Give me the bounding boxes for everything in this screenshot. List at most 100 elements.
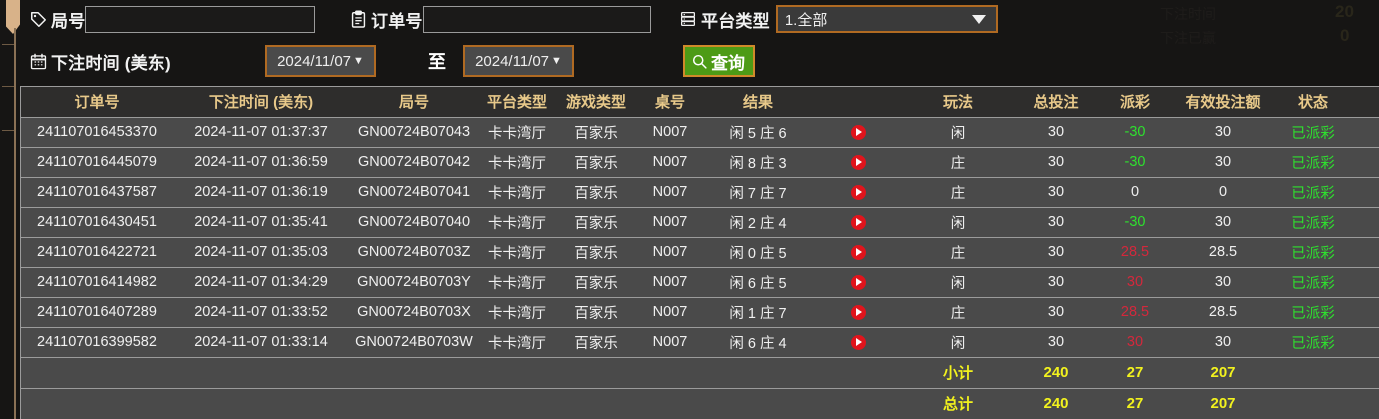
col-payout[interactable]: 派彩	[1099, 87, 1171, 118]
calendar-icon	[28, 51, 48, 71]
platform-type-select[interactable]: 1.全部	[775, 5, 998, 33]
col-order-no[interactable]: 订单号	[21, 87, 173, 118]
filter-order-no: 订单号	[348, 5, 651, 33]
table-row[interactable]: 241107016445079 2024-11-07 01:36:59 GN0072…	[21, 147, 1379, 178]
col-platform-type[interactable]: 平台类型	[479, 87, 555, 118]
summary-payout: 27	[1099, 357, 1171, 389]
table-row[interactable]: 241107016453370 2024-11-07 01:37:37 GN0072…	[21, 117, 1379, 148]
filter-platform-type: 平台类型 1.全部	[678, 5, 998, 33]
status-cell: 已派彩	[1275, 327, 1351, 358]
col-result[interactable]: 结果	[703, 87, 813, 118]
valid-bet-cell: 28.5	[1171, 297, 1275, 328]
replay-cell[interactable]	[813, 267, 903, 298]
search-button[interactable]: 查询	[683, 45, 755, 77]
status-cell: 已派彩	[1275, 207, 1351, 238]
table-row[interactable]: 241107016414982 2024-11-07 01:34:29 GN0072…	[21, 267, 1379, 298]
total-bet-cell: 30	[1013, 267, 1099, 298]
summary-blank-cell	[349, 388, 479, 419]
table-row[interactable]: 241107016422721 2024-11-07 01:35:03 GN0072…	[21, 237, 1379, 268]
play-icon[interactable]	[850, 154, 866, 170]
table-no-cell: N007	[637, 147, 703, 178]
replay-cell[interactable]	[813, 207, 903, 238]
table-row[interactable]: 241107016430451 2024-11-07 01:35:41 GN0072…	[21, 207, 1379, 238]
summary-blank-cell	[703, 357, 813, 389]
valid-bet-cell: 28.5	[1171, 237, 1275, 268]
col-bet-time[interactable]: 下注时间 (美东)	[173, 87, 349, 118]
game-cell: -	[1351, 117, 1379, 148]
summary-valid-bet: 207	[1171, 388, 1275, 419]
bet-time-to-picker[interactable]: 2024/11/07 ▼	[463, 45, 574, 77]
order-no-cell: 241107016414982	[21, 267, 173, 298]
bet-time-cell: 2024-11-07 01:35:41	[173, 207, 349, 238]
replay-cell[interactable]	[813, 147, 903, 178]
bet-time-cell: 2024-11-07 01:34:29	[173, 267, 349, 298]
valid-bet-cell: 30	[1171, 267, 1275, 298]
replay-cell[interactable]	[813, 327, 903, 358]
col-total-bet[interactable]: 总投注	[1013, 87, 1099, 118]
game-cell: -	[1351, 327, 1379, 358]
order-no-cell: 241107016422721	[21, 237, 173, 268]
col-game[interactable]: 游戏	[1351, 87, 1379, 118]
summary-blank-cell	[173, 357, 349, 389]
replay-cell[interactable]	[813, 237, 903, 268]
payout-cell: -30	[1099, 147, 1171, 178]
orders-table-head: 订单号 下注时间 (美东) 局号 平台类型 游戏类型 桌号 结果 玩法 总投注 …	[21, 87, 1379, 118]
table-row[interactable]: 241107016399582 2024-11-07 01:33:14 GN0072…	[21, 327, 1379, 358]
filter-order-no-label: 订单号	[371, 11, 423, 31]
replay-cell[interactable]	[813, 177, 903, 208]
valid-bet-cell: 30	[1171, 117, 1275, 148]
summary-blank-cell	[1275, 357, 1351, 389]
col-table-no[interactable]: 桌号	[637, 87, 703, 118]
result-cell: 闲 8 庄 3	[703, 147, 813, 178]
filter-round-no: 局号	[28, 5, 316, 33]
platform-type-cell: 卡卡湾厅	[479, 327, 555, 358]
summary-blank-cell	[349, 357, 479, 389]
col-round-no[interactable]: 局号	[349, 87, 479, 118]
bet-time-from-value: 2024/11/07	[277, 52, 352, 70]
game-cell: -	[1351, 237, 1379, 268]
summary-payout: 27	[1099, 388, 1171, 419]
replay-cell[interactable]	[813, 297, 903, 328]
orders-table-container: 订单号 下注时间 (美东) 局号 平台类型 游戏类型 桌号 结果 玩法 总投注 …	[20, 86, 1379, 419]
total-bet-cell: 30	[1013, 147, 1099, 178]
sidebar-divider	[2, 44, 14, 45]
summary-blank-cell	[1351, 388, 1379, 419]
game-type-cell: 百家乐	[555, 207, 637, 238]
play-icon[interactable]	[850, 334, 866, 350]
game-type-cell: 百家乐	[555, 147, 637, 178]
col-game-type[interactable]: 游戏类型	[555, 87, 637, 118]
col-play-way[interactable]: 玩法	[903, 87, 1013, 118]
round-no-cell: GN00724B07041	[349, 177, 479, 208]
table-header-row: 订单号 下注时间 (美东) 局号 平台类型 游戏类型 桌号 结果 玩法 总投注 …	[21, 87, 1379, 118]
orders-table-body: 241107016453370 2024-11-07 01:37:37 GN0072…	[21, 117, 1379, 419]
table-row[interactable]: 241107016407289 2024-11-07 01:33:52 GN0072…	[21, 297, 1379, 328]
result-cell: 闲 6 庄 5	[703, 267, 813, 298]
game-type-cell: 百家乐	[555, 297, 637, 328]
replay-cell[interactable]	[813, 117, 903, 148]
col-status[interactable]: 状态	[1275, 87, 1351, 118]
game-cell: -	[1351, 297, 1379, 328]
round-no-cell: GN00724B07042	[349, 147, 479, 178]
play-icon[interactable]	[850, 184, 866, 200]
tag-icon	[28, 9, 48, 29]
table-row[interactable]: 241107016437587 2024-11-07 01:36:19 GN0072…	[21, 177, 1379, 208]
col-valid-bet[interactable]: 有效投注额	[1171, 87, 1275, 118]
game-cell: -	[1351, 147, 1379, 178]
summary-blank-cell	[703, 388, 813, 419]
play-icon[interactable]	[850, 124, 866, 140]
sidebar-collapsed-strip[interactable]	[0, 0, 20, 419]
play-icon[interactable]	[850, 274, 866, 290]
round-no-cell: GN00724B07040	[349, 207, 479, 238]
sidebar-toggle-handle[interactable]	[6, 0, 20, 34]
play-way-cell: 庄	[903, 297, 1013, 328]
order-no-cell: 241107016437587	[21, 177, 173, 208]
play-icon[interactable]	[850, 214, 866, 230]
payout-cell: 30	[1099, 327, 1171, 358]
order-no-cell: 241107016399582	[21, 327, 173, 358]
bet-time-from-picker[interactable]: 2024/11/07 ▼	[265, 45, 376, 77]
play-icon[interactable]	[850, 244, 866, 260]
order-no-input[interactable]	[422, 5, 651, 33]
play-icon[interactable]	[850, 304, 866, 320]
round-no-input[interactable]	[85, 5, 316, 33]
